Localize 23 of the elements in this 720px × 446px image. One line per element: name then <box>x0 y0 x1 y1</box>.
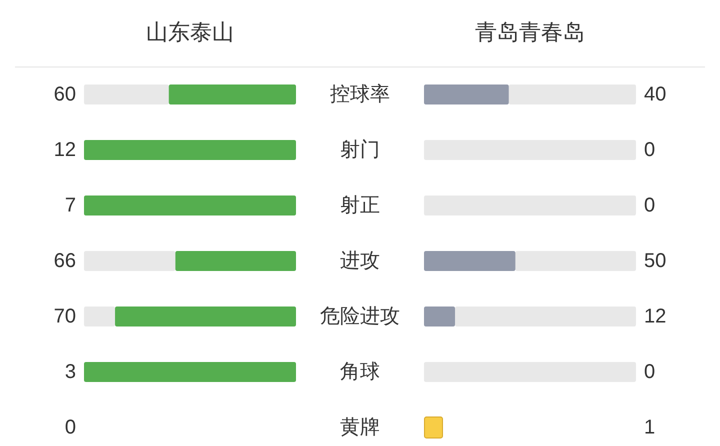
value-label: 70 <box>54 306 76 328</box>
category: 危险进攻 <box>320 306 400 328</box>
value-label: 66 <box>54 250 76 272</box>
category: 黄牌 <box>340 416 380 438</box>
value-label: 0 <box>64 416 76 438</box>
annotation: 山东泰山 <box>146 20 234 44</box>
value-label: 12 <box>54 139 76 161</box>
category: 进攻 <box>340 250 380 272</box>
value-label: 0 <box>644 139 656 161</box>
value-label: 0 <box>644 361 656 383</box>
value-label: 50 <box>644 250 666 272</box>
value-label: 7 <box>64 194 76 216</box>
value-label: 3 <box>64 361 76 383</box>
value-label: 40 <box>644 84 666 106</box>
value-label: 60 <box>54 84 76 106</box>
category: 射门 <box>340 139 380 161</box>
category: 控球率 <box>330 84 390 106</box>
category: 射正 <box>340 194 380 216</box>
annotation: 青岛青春岛 <box>475 20 585 44</box>
category: 角球 <box>340 361 380 383</box>
value-label: 0 <box>644 194 656 216</box>
value-label: 12 <box>644 306 666 328</box>
value-label: 1 <box>644 416 656 438</box>
